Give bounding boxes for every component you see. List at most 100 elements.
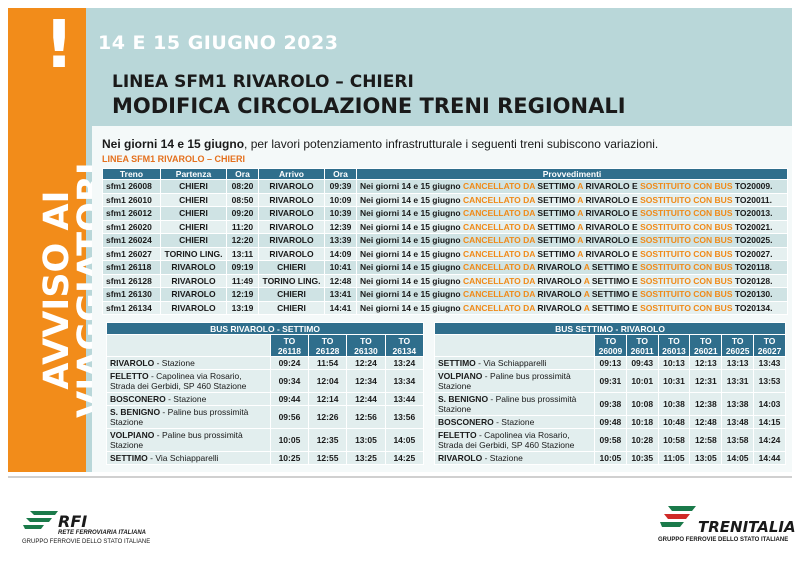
bus-stop: RIVAROLO - Stazione [106,356,271,370]
bus-time: 10:05 [594,451,627,465]
provision-text: E [629,181,641,192]
bus-time: 09:44 [270,392,309,406]
provision-text: TO20025. [732,235,773,246]
table-row: S. BENIGNO - Paline bus prossimità Stazi… [434,392,786,416]
provision-text: E [629,262,641,273]
train-number: sfm1 26024 [102,233,161,248]
bus-time: 13:05 [346,428,386,452]
departure-time: 11:20 [226,219,259,234]
train-number: sfm1 26130 [102,287,161,302]
bus-time: 13:38 [721,392,755,416]
provision-text: A [581,262,592,273]
bus-stop-detail: - Stazione [165,394,207,404]
provision-text: E [629,289,641,300]
provision-text: SOSTITUITO CON BUS [640,302,733,313]
right-bus-column-header: TO 26025 [721,334,755,357]
provision-text: CANCELLATO DA [462,181,538,192]
bus-time: 13:13 [721,356,755,370]
departure-station: TORINO LING. [160,246,227,261]
bus-time: 14:03 [753,392,786,416]
provision-text: CANCELLATO DA [462,248,538,259]
bus-stop-detail: - Via Schiapparelli [475,358,547,368]
bus-time: 13:56 [384,405,425,429]
table-row: sfm1 26010 CHIERI 08:50 RIVAROLO 10:09 Nei gi… [102,192,788,207]
bus-time: 09:48 [594,415,627,429]
arrival-station: CHIERI [258,300,325,315]
provision-text: TO20021. [732,221,773,232]
provision-text: CANCELLATO DA [462,208,538,219]
table-row: BOSCONERO - Stazione 09:48 10:18 10:48 12:48… [434,415,786,429]
trenitalia-group: GRUPPO FERROVIE DELLO STATO ITALIANE [658,537,789,543]
bus-time: 14:15 [753,415,786,429]
provision-cell: Nei giorni 14 e 15 giugno CANCELLATO DA … [356,300,788,315]
provision-text: TO20118. [732,262,773,273]
table-row: RIVAROLO - Stazione 10:05 10:35 11:05 13:05 1… [434,451,786,465]
arrival-time: 09:39 [324,179,357,194]
bus-time: 12:04 [307,369,348,393]
provision-text: SETTIMO [591,289,630,300]
bus-time: 13:58 [721,428,755,452]
departure-station: CHIERI [160,233,227,248]
bus-time: 14:44 [753,451,786,465]
provision-text: Nei giorni 14 e 15 giugno [360,235,463,246]
bus-stop-detail: - Paline bus prossimità Stazione [438,394,577,414]
train-number: sfm1 26118 [102,260,161,275]
table-row: FELETTO - Capolinea via Rosario, Strada … [106,369,425,393]
bus-stop: VOLPIANO - Paline bus prossimità Stazion… [434,369,595,393]
provision-cell: Nei giorni 14 e 15 giugno CANCELLATO DA … [356,260,788,275]
provision-text: Nei giorni 14 e 15 giugno [360,248,463,259]
bus-stop-detail: - Stazione [482,453,523,463]
table-row: sfm1 26024 CHIERI 12:20 RIVAROLO 13:39 Nei gi… [102,233,788,248]
departure-time: 09:19 [226,260,259,275]
left-bus-column-header: TO 26118 [270,334,309,357]
provision-text: SOSTITUITO CON BUS [640,275,733,286]
provision-text: Nei giorni 14 e 15 giugno [360,275,463,286]
right-bus-column-header: TO 26013 [657,334,691,357]
footer-divider [8,476,792,478]
trains-header-row: Treno Partenza Ora Arrivo Ora Provvedime… [102,168,788,180]
bus-stop-name: RIVAROLO [110,358,155,368]
bus-time: 10:31 [657,369,691,393]
provision-text: Nei giorni 14 e 15 giugno [360,221,463,232]
bus-time: 14:05 [384,428,425,452]
bus-time: 09:58 [594,428,627,452]
provision-text: CANCELLATO DA [462,235,538,246]
bus-stop-name: VOLPIANO [110,430,155,440]
bus-stop-name: BOSCONERO [438,417,494,427]
arrival-station: RIVAROLO [258,192,325,207]
departure-time: 13:19 [226,300,259,315]
departure-station: CHIERI [160,192,227,207]
provision-text: RIVAROLO [585,221,630,232]
bus-time: 12:14 [307,392,348,406]
provision-text: CANCELLATO DA [462,221,538,232]
bus-rivarolo-settimo-table: BUS RIVAROLO - SETTIMO TO 26118 TO 26128 T… [106,322,425,465]
departure-station: RIVAROLO [160,273,227,288]
bus-stop: S. BENIGNO - Paline bus prossimità Stazi… [106,405,271,429]
bus-time: 13:34 [384,369,425,393]
bus-left-corner [106,334,271,357]
departure-time: 11:49 [226,273,259,288]
bus-time: 10:01 [625,369,659,393]
col-treno: Treno [102,168,161,180]
provision-text: TO20130. [732,289,773,300]
trains-table: Treno Partenza Ora Arrivo Ora Provvedime… [102,168,788,315]
provision-text: TO20134. [732,302,773,313]
bus-time: 09:34 [270,369,309,393]
provision-cell: Nei giorni 14 e 15 giugno CANCELLATO DA … [356,246,788,261]
provision-text: E [629,208,641,219]
arrival-time: 14:41 [324,300,357,315]
section-label: LINEA SFM1 RIVAROLO – CHIERI [102,154,246,164]
provision-text: RIVAROLO [585,208,630,219]
provision-text: RIVAROLO [537,275,582,286]
provision-text: SOSTITUITO CON BUS [640,181,733,192]
bus-time: 12:26 [307,405,348,429]
rfi-subtitle: RETE FERROVIARIA ITALIANA [58,530,146,536]
provision-text: Nei giorni 14 e 15 giugno [360,208,463,219]
table-row: sfm1 26130 RIVAROLO 12:19 CHIERI 13:41 Nei gi… [102,287,788,302]
bus-left-title: BUS RIVAROLO - SETTIMO [106,322,424,335]
provision-text: SETTIMO [537,235,576,246]
arrival-time: 10:39 [324,206,357,221]
date-banner: 14 E 15 GIUGNO 2023 [98,32,339,54]
rfi-group: GRUPPO FERROVIE DELLO STATO ITALIANE [22,539,151,545]
table-row: sfm1 26020 CHIERI 11:20 RIVAROLO 12:39 Nei gi… [102,219,788,234]
